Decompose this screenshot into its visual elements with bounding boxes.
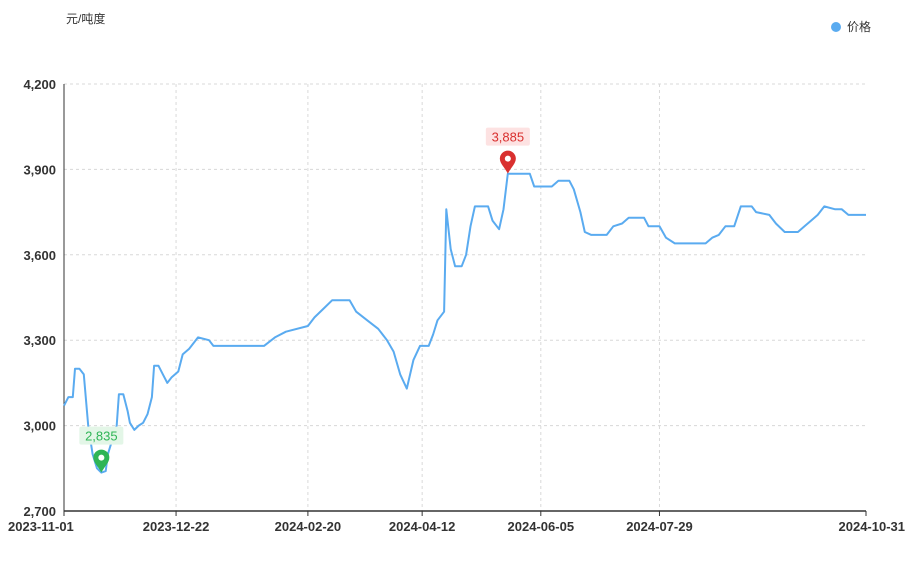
min-label-bg (79, 426, 124, 445)
legend-color-dot (830, 21, 841, 32)
min-marker-dot (98, 454, 105, 461)
min-value-label: 2,835 (85, 429, 118, 444)
y-tick-label: 3,300 (23, 333, 56, 348)
max-value-label: 3,885 (492, 130, 525, 145)
max-marker-pin (499, 150, 516, 174)
series-line-price (63, 172, 866, 474)
x-tick-label: 2024-10-31 (839, 519, 906, 534)
max-marker-dot (504, 155, 511, 162)
x-tick-label: 2024-06-05 (508, 519, 575, 534)
min-marker-pin (93, 449, 110, 473)
x-tick-label: 2023-11-01 (8, 519, 74, 534)
y-tick-label: 3,600 (23, 248, 56, 263)
y-tick-label: 2,700 (23, 504, 56, 519)
x-tick-label: 2023-12-22 (143, 519, 210, 534)
y-tick-label: 4,200 (23, 77, 56, 92)
x-tick-label: 2024-02-20 (275, 519, 342, 534)
y-axis-unit-label: 元/吨度 (66, 12, 106, 26)
chart-legend[interactable]: 价格 (830, 18, 871, 35)
y-tick-label: 3,000 (23, 419, 56, 434)
x-tick-label: 2024-04-12 (389, 519, 456, 534)
y-tick-label: 3,900 (23, 162, 56, 177)
max-label-bg (485, 127, 530, 146)
legend-label: 价格 (846, 20, 871, 34)
x-tick-label: 2024-07-29 (626, 519, 693, 534)
